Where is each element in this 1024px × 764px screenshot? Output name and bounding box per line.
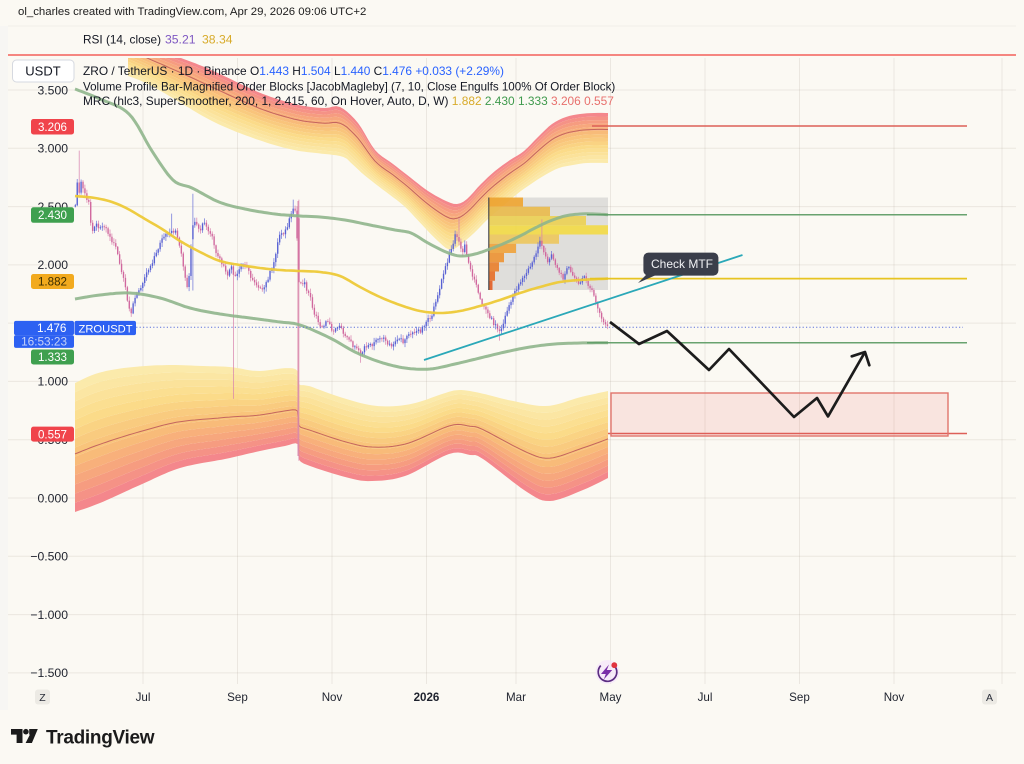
svg-text:Mar: Mar xyxy=(506,691,526,704)
svg-text:TradingView: TradingView xyxy=(46,728,155,749)
svg-text:Jul: Jul xyxy=(136,691,151,704)
svg-text:2026: 2026 xyxy=(414,691,440,704)
svg-text:−0.500: −0.500 xyxy=(30,550,68,564)
svg-text:3.206: 3.206 xyxy=(38,121,67,134)
svg-text:−1.000: −1.000 xyxy=(30,608,68,622)
svg-text:Sep: Sep xyxy=(789,691,810,704)
svg-text:3.000: 3.000 xyxy=(38,142,69,156)
svg-text:Nov: Nov xyxy=(884,691,905,704)
svg-text:0.557: 0.557 xyxy=(38,428,67,441)
svg-text:1.333: 1.333 xyxy=(38,351,67,364)
svg-text:Nov: Nov xyxy=(322,691,343,704)
svg-text:2.430: 2.430 xyxy=(38,209,67,222)
svg-text:0.000: 0.000 xyxy=(38,491,69,505)
svg-text:−1.500: −1.500 xyxy=(30,666,68,680)
svg-text:2.000: 2.000 xyxy=(38,258,69,272)
svg-text:Volume Profile Bar-Magnified O: Volume Profile Bar-Magnified Order Block… xyxy=(83,81,615,94)
svg-text:1.476: 1.476 xyxy=(37,321,67,335)
svg-text:Check MTF: Check MTF xyxy=(651,257,713,271)
svg-text:3.500: 3.500 xyxy=(38,83,69,97)
svg-text:A: A xyxy=(986,692,993,704)
svg-text:RSI (14, close): RSI (14, close) xyxy=(83,33,161,47)
svg-text:Jul: Jul xyxy=(698,691,713,704)
svg-text:USDT: USDT xyxy=(25,64,60,79)
svg-text:May: May xyxy=(600,691,622,704)
svg-text:Z: Z xyxy=(39,692,46,704)
svg-text:ZROUSDT: ZROUSDT xyxy=(79,323,133,335)
svg-text:ZRO / TetherUS · 1D · Binance: ZRO / TetherUS · 1D · Binance O1.443 H1.… xyxy=(83,64,504,78)
svg-text:MRC (hlc3, SuperSmoother, 200,: MRC (hlc3, SuperSmoother, 200, 1, 2.415,… xyxy=(83,94,614,108)
svg-text:Sep: Sep xyxy=(227,691,248,704)
svg-text:35.21: 35.21 xyxy=(165,33,196,47)
svg-text:1.000: 1.000 xyxy=(38,375,69,389)
svg-text:16:53:23: 16:53:23 xyxy=(21,334,67,348)
svg-text:1.882: 1.882 xyxy=(38,276,67,289)
svg-text:38.34: 38.34 xyxy=(202,33,233,47)
